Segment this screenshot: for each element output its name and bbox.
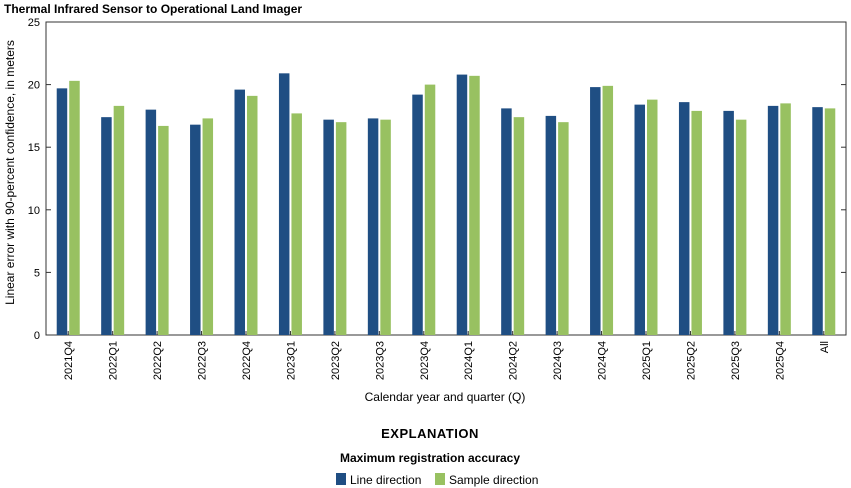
bar-line-2022Q3 xyxy=(190,124,201,335)
bar-line-2023Q4 xyxy=(412,94,423,335)
bar-line-2023Q1 xyxy=(278,73,290,335)
chart-title: Thermal Infrared Sensor to Operational L… xyxy=(4,2,302,16)
bar-sample-All xyxy=(824,108,836,335)
bar-sample-2025Q4 xyxy=(780,103,791,335)
x-axis-label: Calendar year and quarter (Q) xyxy=(365,390,526,404)
bar-line-2024Q4 xyxy=(590,87,601,335)
x-tick-label: 2024Q3 xyxy=(552,341,564,380)
bar-sample-2024Q4 xyxy=(602,85,614,336)
x-tick-label: 2024Q1 xyxy=(463,341,475,380)
bar-sample-2024Q2 xyxy=(513,117,525,335)
bar-sample-2025Q2 xyxy=(691,110,702,335)
bar-line-2025Q4 xyxy=(767,105,779,335)
bar-sample-2023Q3 xyxy=(380,119,391,335)
bar-sample-2022Q2 xyxy=(158,125,169,335)
bar-sample-2023Q1 xyxy=(291,113,302,336)
bar-sample-2022Q3 xyxy=(202,118,214,336)
bar-sample-2025Q1 xyxy=(647,99,658,336)
bar-line-All xyxy=(812,107,823,335)
x-tick-label: 2025Q2 xyxy=(685,341,697,380)
legend-swatch-line xyxy=(336,473,346,485)
bar-line-2022Q2 xyxy=(145,109,157,335)
bar-sample-2022Q4 xyxy=(247,95,258,335)
x-tick-label: 2022Q1 xyxy=(108,341,120,380)
legend-swatch-sample xyxy=(435,473,445,485)
x-tick-label: 2022Q3 xyxy=(197,341,209,380)
plot-area: 0 5 10 15 20 25 2021Q4 2022Q1 2022Q2 2022Q3 2022Q4… xyxy=(28,17,847,380)
bar-sample-2023Q2 xyxy=(335,122,347,335)
bar-line-2025Q1 xyxy=(634,104,645,335)
bar-line-2023Q3 xyxy=(367,118,379,336)
bar-line-2024Q1 xyxy=(456,74,468,336)
x-tick-label: 2024Q4 xyxy=(597,341,609,380)
y-tick-label: 15 xyxy=(28,142,40,154)
bar-line-2025Q3 xyxy=(723,110,734,335)
x-tick-label: 2025Q3 xyxy=(730,341,742,380)
bar-sample-2024Q3 xyxy=(558,122,569,335)
y-tick-label: 0 xyxy=(34,330,40,342)
bar-sample-2024Q1 xyxy=(469,75,480,335)
plot-frame xyxy=(45,21,847,336)
x-tick-label: 2023Q1 xyxy=(285,341,297,380)
x-tick-label: 2021Q4 xyxy=(63,341,75,380)
bar-line-2022Q1 xyxy=(101,117,112,335)
legend-label-line: Line direction xyxy=(350,473,421,487)
bar-sample-2023Q4 xyxy=(424,84,436,335)
x-tick-label: 2025Q1 xyxy=(641,341,653,380)
x-tick-label: 2024Q2 xyxy=(508,341,520,380)
bar-line-2024Q3 xyxy=(545,115,557,336)
bar-sample-2022Q1 xyxy=(113,105,125,335)
bar-line-2024Q2 xyxy=(501,108,512,335)
legend-label-sample: Sample direction xyxy=(449,473,538,487)
bar-line-2025Q2 xyxy=(678,102,690,336)
bar-line-2023Q2 xyxy=(323,119,334,335)
bar-line-2021Q4 xyxy=(56,88,68,335)
bar-sample-2025Q3 xyxy=(735,119,747,335)
x-tick-label: 2022Q4 xyxy=(241,341,253,380)
legend: Line direction Sample direction xyxy=(336,473,538,487)
explanation-title: EXPLANATION xyxy=(381,426,479,441)
x-tick-label: 2023Q3 xyxy=(374,341,386,380)
x-tick-label: 2023Q4 xyxy=(419,341,431,380)
x-tick-label: All xyxy=(819,341,831,353)
x-tick-label: 2022Q2 xyxy=(152,341,164,380)
y-tick-label: 5 xyxy=(34,267,40,279)
x-tick-label: 2023Q2 xyxy=(330,341,342,380)
legend-title: Maximum registration accuracy xyxy=(340,451,520,465)
x-tick-label: 2025Q4 xyxy=(774,341,786,380)
bar-line-2022Q4 xyxy=(234,89,245,335)
y-tick-label: 25 xyxy=(28,17,40,29)
y-tick-label: 10 xyxy=(28,205,40,217)
y-axis-label: Linear error with 90-percent confidence,… xyxy=(3,40,17,305)
y-tick-label: 20 xyxy=(28,80,40,92)
bar-sample-2021Q4 xyxy=(69,80,80,336)
